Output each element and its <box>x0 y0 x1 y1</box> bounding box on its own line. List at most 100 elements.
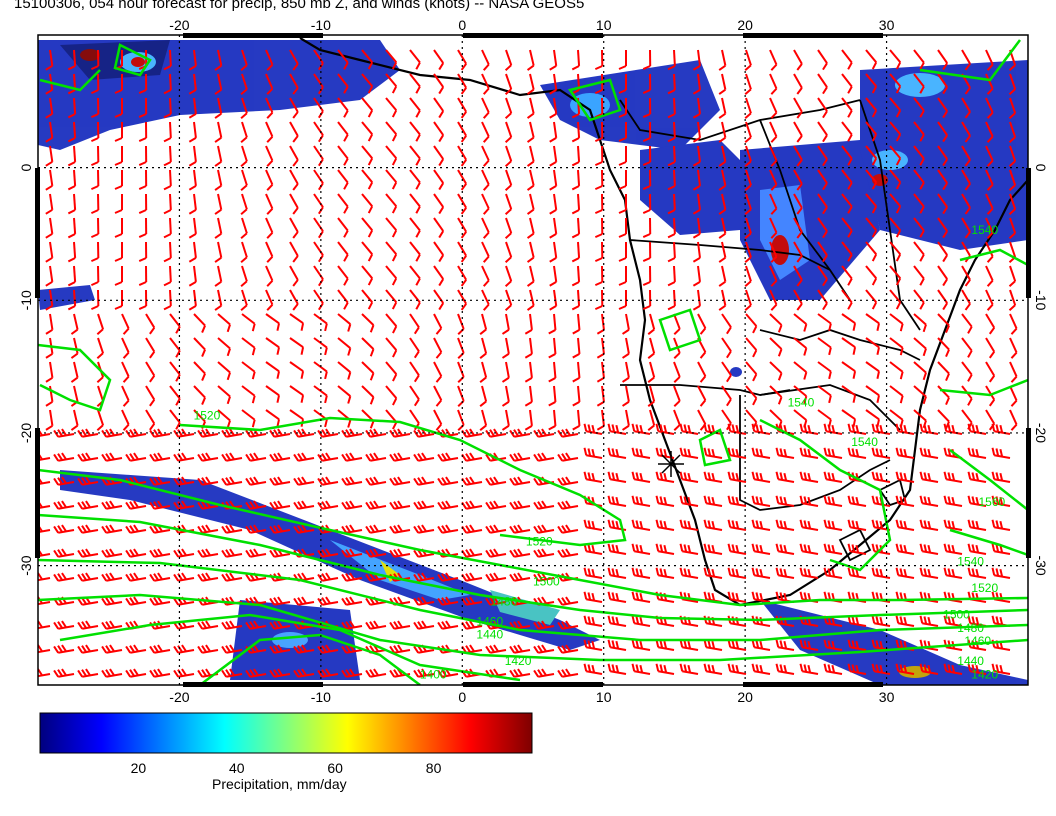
wind-barb <box>188 73 197 95</box>
wind-barb <box>125 668 147 678</box>
wind-barb <box>775 663 795 675</box>
wind-barb <box>526 169 535 191</box>
wind-barb <box>793 145 803 167</box>
wind-barb <box>817 361 832 380</box>
wind-barb <box>509 524 531 534</box>
lat-tick-label-right: 0 <box>1033 164 1049 172</box>
wind-barb <box>385 73 398 94</box>
wind-barb <box>727 447 747 459</box>
wind-barb <box>361 265 374 286</box>
contour-label: 1520 <box>971 581 998 595</box>
wind-barb <box>1008 97 1017 119</box>
wind-barb <box>913 169 925 190</box>
wind-barb <box>594 193 604 215</box>
wind-barb <box>572 313 581 335</box>
wind-barb <box>607 471 627 483</box>
wind-barb <box>583 447 603 459</box>
wind-barb <box>557 620 579 630</box>
wind-barb <box>913 49 925 70</box>
wind-barb <box>692 169 701 191</box>
wind-barb <box>221 572 243 582</box>
wind-barb <box>1008 169 1017 191</box>
wind-barb <box>265 169 274 191</box>
wind-barb <box>679 663 699 675</box>
wind-barb <box>667 121 676 143</box>
wind-barb <box>173 500 195 510</box>
wind-barb <box>245 452 267 462</box>
wind-barb <box>703 471 723 483</box>
wind-barb <box>775 567 795 579</box>
wind-barb <box>67 121 77 143</box>
wind-barb <box>985 217 994 239</box>
wind-barb <box>240 121 248 143</box>
wind-barb <box>125 548 147 558</box>
wind-barb <box>149 596 171 606</box>
wind-barb <box>526 265 535 287</box>
wind-barb <box>504 289 513 311</box>
wind-barb <box>361 217 374 238</box>
wind-barb <box>1008 73 1017 95</box>
wind-barb <box>572 385 581 407</box>
wind-barb <box>341 500 363 510</box>
wind-barb <box>718 289 727 311</box>
wind-barb <box>841 121 853 142</box>
wind-barb <box>90 193 100 215</box>
wind-barb <box>214 145 223 167</box>
wind-barb <box>594 169 604 191</box>
wind-barb <box>533 668 555 678</box>
wind-barb <box>673 337 681 359</box>
wind-barb <box>692 145 701 167</box>
wind-barb <box>341 524 363 534</box>
wind-barb <box>823 447 843 459</box>
wind-barb <box>265 337 281 355</box>
wind-barb <box>642 49 652 71</box>
wind-barb <box>114 241 124 262</box>
wind-barb <box>67 73 77 95</box>
wind-barb <box>847 447 867 459</box>
wind-barb <box>692 97 701 119</box>
wind-barb <box>317 428 339 438</box>
wind-barb <box>485 644 507 654</box>
wind-barb <box>214 289 223 311</box>
wind-barb <box>631 567 651 579</box>
wind-barb <box>692 73 701 95</box>
wind-barb <box>913 121 925 142</box>
wind-barb <box>509 476 531 486</box>
wind-barb <box>913 289 925 310</box>
wind-barb <box>289 145 299 167</box>
wind-barb <box>549 265 558 287</box>
wind-barb <box>865 217 878 238</box>
wind-barb <box>769 49 778 71</box>
wind-barb <box>583 567 603 579</box>
wind-barb <box>526 121 535 143</box>
wind-barb <box>433 169 445 191</box>
wind-barb <box>289 385 305 403</box>
wind-barb <box>409 193 421 214</box>
wind-barb <box>745 337 758 358</box>
wind-barb <box>188 97 197 119</box>
wind-barb <box>53 524 75 534</box>
contour-label: 1500 <box>943 608 970 622</box>
wind-barb <box>967 519 987 531</box>
wind-barb <box>841 409 857 427</box>
wind-barb <box>642 193 652 215</box>
wind-barb <box>526 289 535 311</box>
wind-barb <box>799 423 819 435</box>
wind-barb <box>751 567 771 579</box>
wind-barb <box>53 452 75 462</box>
wind-barb <box>919 447 939 459</box>
wind-barb <box>642 289 652 311</box>
wind-barb <box>919 495 939 507</box>
wind-barb <box>642 121 652 143</box>
wind-barb <box>871 615 891 627</box>
wind-barb <box>341 596 363 606</box>
wind-barb <box>594 241 604 263</box>
wind-barb <box>114 121 124 142</box>
wind-barb <box>53 500 75 510</box>
wind-barb <box>943 495 963 507</box>
wind-barb <box>721 361 732 383</box>
wind-barb <box>607 591 627 603</box>
wind-barb <box>289 217 299 239</box>
wind-barb <box>114 97 124 118</box>
wind-barb <box>188 193 197 215</box>
